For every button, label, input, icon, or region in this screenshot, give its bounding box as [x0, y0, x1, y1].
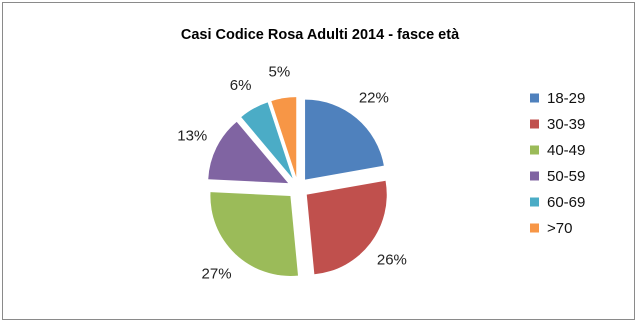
- legend-label-30-39: 30-39: [547, 116, 585, 133]
- pie-slice-50-59: [208, 121, 289, 184]
- slice-label->70: 5%: [269, 63, 291, 80]
- slice-label-30-39: 26%: [377, 251, 407, 268]
- pie-slice-60-69: [241, 102, 293, 179]
- legend-item-30-39: 30-39: [530, 116, 585, 133]
- legend: 18-29 30-39 40-49 50-59 60-69 >70: [530, 90, 585, 237]
- legend-item-40-49: 40-49: [530, 142, 585, 159]
- slice-label-50-59: 13%: [177, 128, 207, 145]
- legend-label-50-59: 50-59: [547, 168, 585, 185]
- legend-item-50-59: 50-59: [530, 168, 585, 185]
- pie-slices: [208, 97, 387, 276]
- legend-item->70: >70: [530, 220, 572, 237]
- legend-swatch-18-29: [530, 93, 539, 103]
- pie-slice->70: [271, 97, 297, 178]
- legend-swatch->70: [530, 223, 539, 233]
- slice-label-18-29: 22%: [359, 90, 389, 107]
- legend-label->70: >70: [547, 220, 572, 237]
- slice-labels: 22% 26% 27% 13% 6% 5%: [177, 63, 407, 282]
- slice-label-40-49: 27%: [202, 265, 232, 282]
- legend-label-40-49: 40-49: [547, 142, 585, 159]
- legend-label-60-69: 60-69: [547, 194, 585, 211]
- pie-slice-30-39: [306, 180, 387, 275]
- legend-swatch-40-49: [530, 145, 539, 155]
- pie-slice-40-49: [210, 192, 299, 276]
- slice-label-60-69: 6%: [230, 77, 252, 94]
- legend-label-18-29: 18-29: [547, 90, 585, 107]
- legend-swatch-50-59: [530, 171, 539, 181]
- legend-item-18-29: 18-29: [530, 90, 585, 107]
- legend-item-60-69: 60-69: [530, 194, 585, 211]
- pie-slice-18-29: [305, 99, 384, 180]
- legend-swatch-60-69: [530, 197, 539, 207]
- chart-title: Casi Codice Rosa Adulti 2014 - fasce età: [180, 27, 460, 43]
- legend-swatch-30-39: [530, 119, 539, 129]
